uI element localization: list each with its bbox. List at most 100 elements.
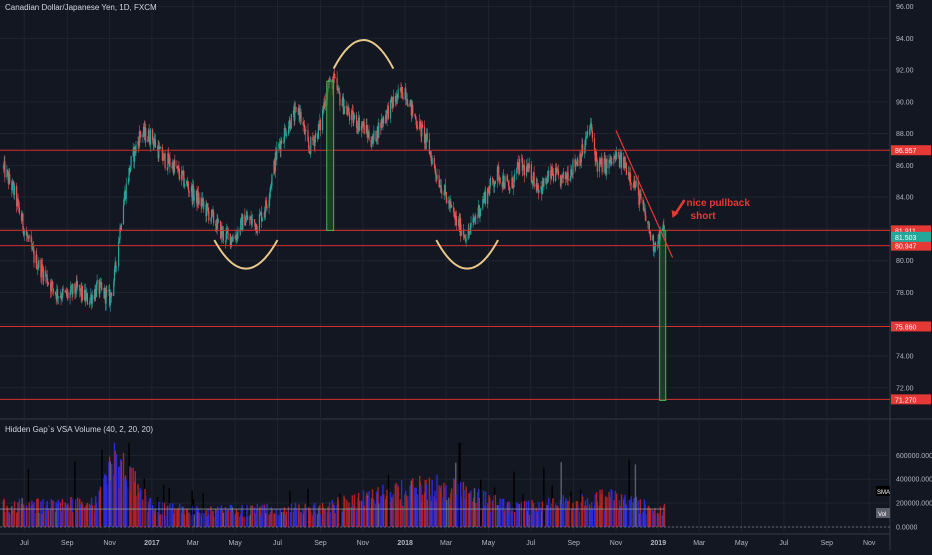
pattern-arc [213,239,279,270]
candle-body [26,235,28,236]
candle-body [281,139,283,144]
candle-body [614,154,616,159]
candle-body [28,235,30,239]
candle-body [615,154,617,159]
volume-bar [237,512,239,527]
candle-body [498,177,501,181]
candle-body [40,260,42,278]
candle-body [216,218,218,232]
volume-bar [596,501,598,527]
candle-body [342,96,344,106]
candle-body [661,228,664,230]
candle-body [81,286,84,301]
volume-bar [115,454,118,527]
candle-body [197,192,199,205]
volume-bar [241,505,243,527]
candle-body [221,227,223,236]
candle-body [25,230,27,236]
price-tick-label: 80.00 [896,258,914,265]
candle-body [550,166,553,179]
volume-bar [144,495,147,527]
level-label-box [891,394,931,405]
candle-body [396,93,398,103]
candle-body [219,221,222,239]
candle-body [474,217,476,221]
candle-body [93,294,95,299]
candle-body [207,207,209,212]
candle-body [226,229,229,233]
volume-bar [489,512,492,527]
candle-body [192,185,194,202]
candle-body [483,196,485,202]
volume-bar [635,496,637,527]
candle-body [86,293,89,305]
candle-body [265,200,267,214]
candle-body [400,88,402,93]
candle-body [11,182,13,191]
candle-body [133,146,136,162]
candle-body [168,157,170,164]
candle-body [33,250,35,263]
candle-body [366,124,368,132]
volume-bar [475,503,477,527]
volume-bar [552,507,555,527]
volume-bar [543,467,545,527]
candle-body [152,129,154,141]
volume-bar [504,510,506,527]
x-tick-label: Mar [440,540,453,547]
candle-body [124,190,126,199]
candle-body [468,229,470,234]
candle-body [455,216,457,221]
volume-bar [663,503,666,527]
candle-body [370,139,372,147]
candle-body [159,146,161,149]
volume-bar [397,486,399,527]
candle-body [444,185,446,195]
candle-body [215,223,217,226]
candle-body [480,208,482,211]
candle-body [591,124,593,131]
candle-body [294,107,297,109]
candle-body [416,126,419,130]
candle-body [550,170,552,179]
candle-body [454,214,456,221]
candle-body [300,111,302,122]
volume-bar [426,499,429,527]
candle-body [557,170,560,176]
volume-bar [523,500,526,527]
candle-body [629,173,632,184]
level-label: 86.957 [895,148,917,155]
candle-body [144,127,146,136]
candle-body [260,211,263,222]
candle-body [375,130,377,142]
candle-body [512,177,514,189]
candle-body [536,183,538,190]
candle-body [624,163,626,169]
candle-body [634,186,637,188]
candle-body [99,282,102,283]
candle-body [497,166,499,168]
candle-body [42,269,44,281]
volume-bar [91,504,93,527]
volume-bar [334,513,336,527]
candle-body [489,185,491,194]
volume-bar [208,514,210,527]
candle-body [431,158,433,165]
volume-bar [62,506,64,527]
candle-body [574,159,576,167]
volume-bar [460,496,463,527]
candle-body [224,240,227,242]
candle-body [610,156,612,162]
candle-body [20,213,23,222]
candle-body [251,220,253,224]
volume-bar [246,516,249,527]
volume-bars [0,442,890,528]
candle-body [129,166,132,173]
volume-bar [310,512,312,527]
candle-body [41,264,43,278]
candle-body [139,131,141,135]
candle-body [635,180,637,187]
candle-body [569,178,571,181]
candle-body [120,227,122,231]
candle-body [177,166,179,168]
